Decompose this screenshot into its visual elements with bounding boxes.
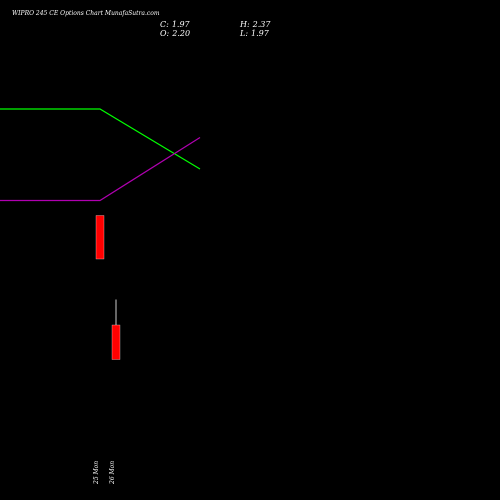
close-label: C: [160, 20, 169, 29]
chart-title: WIPRO 245 CE Options Chart MunafaSutra.c… [12, 10, 160, 17]
x-tick-label: 25 Mon [93, 461, 100, 485]
x-tick-label: 26 Mon [109, 461, 116, 485]
candle-body [95, 215, 105, 260]
low-label: L: [240, 29, 249, 38]
open-label: O: [160, 29, 170, 38]
series-line-1 [0, 108, 201, 170]
close-value: 1.97 [171, 20, 190, 29]
high-readout: H: 2.37 [240, 20, 270, 29]
open-value: 2.20 [172, 29, 191, 38]
close-readout: C: 1.97 [160, 20, 190, 29]
low-readout: L: 1.97 [240, 29, 269, 38]
high-label: H: [240, 20, 250, 29]
open-readout: O: 2.20 [160, 29, 190, 38]
candle-body [111, 324, 121, 360]
high-value: 2.37 [252, 20, 271, 29]
low-value: 1.97 [251, 29, 269, 38]
series-line-2 [0, 136, 201, 202]
